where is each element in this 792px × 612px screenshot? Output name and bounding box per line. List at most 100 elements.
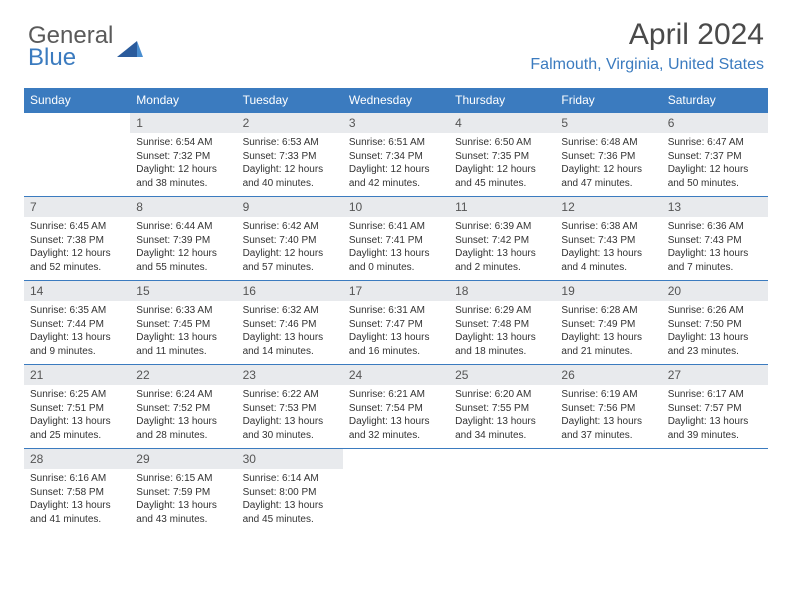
logo-triangle-icon bbox=[117, 39, 143, 59]
daylight-text-line1: Daylight: 13 hours bbox=[349, 331, 443, 345]
daylight-text-line1: Daylight: 13 hours bbox=[455, 415, 549, 429]
daylight-text-line2: and 45 minutes. bbox=[455, 177, 549, 191]
daylight-text-line1: Daylight: 12 hours bbox=[30, 247, 124, 261]
daylight-text-line1: Daylight: 13 hours bbox=[243, 415, 337, 429]
sunset-text: Sunset: 8:00 PM bbox=[243, 486, 337, 500]
daylight-text-line1: Daylight: 13 hours bbox=[136, 415, 230, 429]
sunrise-text: Sunrise: 6:47 AM bbox=[668, 136, 762, 150]
daylight-text-line1: Daylight: 13 hours bbox=[136, 331, 230, 345]
sunrise-text: Sunrise: 6:26 AM bbox=[668, 304, 762, 318]
sunset-text: Sunset: 7:50 PM bbox=[668, 318, 762, 332]
day-number-row: 21222324252627 bbox=[24, 365, 768, 386]
daylight-text-line1: Daylight: 12 hours bbox=[243, 247, 337, 261]
daylight-text-line1: Daylight: 13 hours bbox=[30, 331, 124, 345]
day-content-cell bbox=[343, 469, 449, 532]
daylight-text-line1: Daylight: 13 hours bbox=[561, 247, 655, 261]
day-content-cell: Sunrise: 6:32 AMSunset: 7:46 PMDaylight:… bbox=[237, 301, 343, 365]
day-content-cell bbox=[449, 469, 555, 532]
day-number-cell: 23 bbox=[237, 365, 343, 386]
daylight-text-line1: Daylight: 13 hours bbox=[30, 499, 124, 513]
day-content-cell: Sunrise: 6:38 AMSunset: 7:43 PMDaylight:… bbox=[555, 217, 661, 281]
sunset-text: Sunset: 7:36 PM bbox=[561, 150, 655, 164]
sunset-text: Sunset: 7:59 PM bbox=[136, 486, 230, 500]
day-number-cell: 13 bbox=[662, 197, 768, 218]
sunset-text: Sunset: 7:35 PM bbox=[455, 150, 549, 164]
day-content-row: Sunrise: 6:35 AMSunset: 7:44 PMDaylight:… bbox=[24, 301, 768, 365]
sunset-text: Sunset: 7:55 PM bbox=[455, 402, 549, 416]
daylight-text-line2: and 16 minutes. bbox=[349, 345, 443, 359]
day-number-cell bbox=[555, 449, 661, 470]
day-number-cell: 1 bbox=[130, 113, 236, 134]
day-number-cell: 24 bbox=[343, 365, 449, 386]
daylight-text-line1: Daylight: 13 hours bbox=[243, 499, 337, 513]
daylight-text-line2: and 40 minutes. bbox=[243, 177, 337, 191]
day-number-cell: 4 bbox=[449, 113, 555, 134]
sunset-text: Sunset: 7:38 PM bbox=[30, 234, 124, 248]
sunrise-text: Sunrise: 6:44 AM bbox=[136, 220, 230, 234]
daylight-text-line2: and 9 minutes. bbox=[30, 345, 124, 359]
calendar-table: Sunday Monday Tuesday Wednesday Thursday… bbox=[24, 88, 768, 532]
daylight-text-line1: Daylight: 12 hours bbox=[561, 163, 655, 177]
daylight-text-line2: and 57 minutes. bbox=[243, 261, 337, 275]
weekday-header: Monday bbox=[130, 88, 236, 113]
daylight-text-line1: Daylight: 13 hours bbox=[455, 331, 549, 345]
daylight-text-line1: Daylight: 12 hours bbox=[668, 163, 762, 177]
sunset-text: Sunset: 7:52 PM bbox=[136, 402, 230, 416]
daylight-text-line1: Daylight: 13 hours bbox=[561, 415, 655, 429]
sunset-text: Sunset: 7:32 PM bbox=[136, 150, 230, 164]
sunrise-text: Sunrise: 6:28 AM bbox=[561, 304, 655, 318]
sunset-text: Sunset: 7:54 PM bbox=[349, 402, 443, 416]
day-number-cell: 27 bbox=[662, 365, 768, 386]
day-content-cell bbox=[24, 133, 130, 197]
title-block: April 2024 Falmouth, Virginia, United St… bbox=[530, 18, 764, 74]
day-number-row: 78910111213 bbox=[24, 197, 768, 218]
day-number-cell: 26 bbox=[555, 365, 661, 386]
daylight-text-line1: Daylight: 13 hours bbox=[561, 331, 655, 345]
daylight-text-line1: Daylight: 13 hours bbox=[668, 331, 762, 345]
sunset-text: Sunset: 7:43 PM bbox=[668, 234, 762, 248]
daylight-text-line1: Daylight: 13 hours bbox=[349, 247, 443, 261]
weekday-header: Saturday bbox=[662, 88, 768, 113]
day-number-cell: 29 bbox=[130, 449, 236, 470]
daylight-text-line2: and 34 minutes. bbox=[455, 429, 549, 443]
weekday-header-row: Sunday Monday Tuesday Wednesday Thursday… bbox=[24, 88, 768, 113]
daylight-text-line1: Daylight: 13 hours bbox=[668, 415, 762, 429]
sunrise-text: Sunrise: 6:21 AM bbox=[349, 388, 443, 402]
sunrise-text: Sunrise: 6:48 AM bbox=[561, 136, 655, 150]
day-content-row: Sunrise: 6:54 AMSunset: 7:32 PM Daylight:… bbox=[24, 133, 768, 197]
sunset-text: Sunset: 7:41 PM bbox=[349, 234, 443, 248]
sunset-text: Sunset: 7:48 PM bbox=[455, 318, 549, 332]
sunrise-text: Sunrise: 6:54 AM bbox=[136, 136, 230, 150]
sunset-text: Sunset: 7:49 PM bbox=[561, 318, 655, 332]
sunrise-text: Sunrise: 6:17 AM bbox=[668, 388, 762, 402]
sunset-text: Sunset: 7:43 PM bbox=[561, 234, 655, 248]
daylight-text-line2: and 42 minutes. bbox=[349, 177, 443, 191]
day-number-cell bbox=[24, 113, 130, 134]
sunrise-text: Sunrise: 6:32 AM bbox=[243, 304, 337, 318]
day-number-cell: 18 bbox=[449, 281, 555, 302]
day-number-row: 123456 bbox=[24, 113, 768, 134]
daylight-text-line2: and 37 minutes. bbox=[561, 429, 655, 443]
daylight-text-line2: and 43 minutes. bbox=[136, 513, 230, 527]
sunrise-text: Sunrise: 6:22 AM bbox=[243, 388, 337, 402]
day-number-cell: 17 bbox=[343, 281, 449, 302]
day-number-cell: 14 bbox=[24, 281, 130, 302]
day-number-cell: 9 bbox=[237, 197, 343, 218]
daylight-text-line1: Daylight: 13 hours bbox=[30, 415, 124, 429]
day-content-cell: Sunrise: 6:24 AMSunset: 7:52 PMDaylight:… bbox=[130, 385, 236, 449]
sunrise-text: Sunrise: 6:19 AM bbox=[561, 388, 655, 402]
daylight-text-line1: Daylight: 12 hours bbox=[136, 247, 230, 261]
weekday-header: Wednesday bbox=[343, 88, 449, 113]
sunrise-text: Sunrise: 6:31 AM bbox=[349, 304, 443, 318]
daylight-text-line1: Daylight: 13 hours bbox=[349, 415, 443, 429]
sunrise-text: Sunrise: 6:51 AM bbox=[349, 136, 443, 150]
daylight-text-line2: and 39 minutes. bbox=[668, 429, 762, 443]
day-content-row: Sunrise: 6:25 AMSunset: 7:51 PMDaylight:… bbox=[24, 385, 768, 449]
day-content-cell: Sunrise: 6:26 AMSunset: 7:50 PMDaylight:… bbox=[662, 301, 768, 365]
daylight-text-line2: and 38 minutes. bbox=[136, 177, 230, 191]
sunset-text: Sunset: 7:39 PM bbox=[136, 234, 230, 248]
sunrise-text: Sunrise: 6:35 AM bbox=[30, 304, 124, 318]
sunset-text: Sunset: 7:42 PM bbox=[455, 234, 549, 248]
daylight-text-line1: Daylight: 12 hours bbox=[349, 163, 443, 177]
daylight-text-line2: and 50 minutes. bbox=[668, 177, 762, 191]
